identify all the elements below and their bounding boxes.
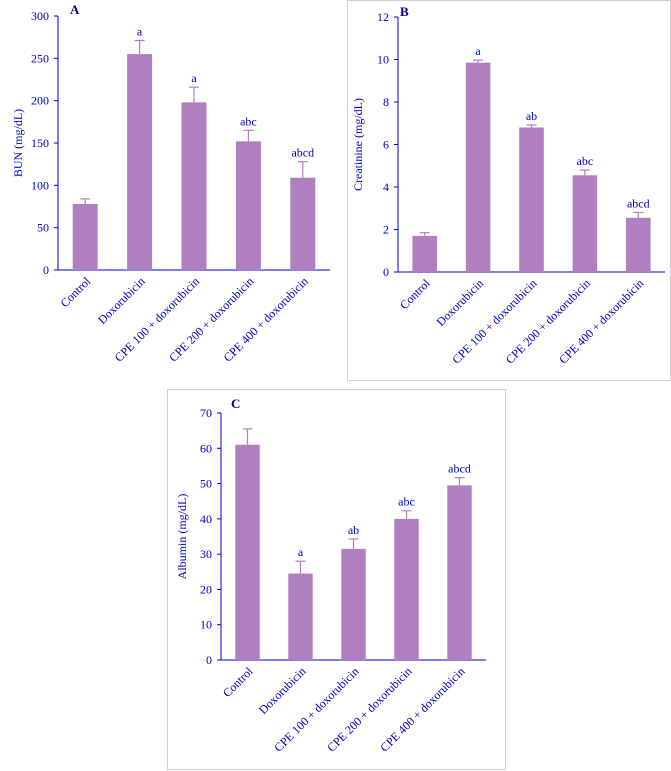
y-tick-label: 0 — [383, 265, 389, 279]
bar — [394, 518, 419, 660]
y-tick-label: 150 — [31, 136, 49, 150]
panel-label: A — [70, 2, 80, 17]
bun-chart: A 0 50 100 150 200 250 300 BUN (mg/dL) Control a Do… — [11, 2, 330, 365]
bar — [235, 141, 261, 270]
y-axis-label: Albumin (mg/dL) — [175, 494, 189, 580]
y-tick-label: 12 — [377, 10, 389, 24]
significance-label: abcd — [291, 146, 314, 160]
y-tick-label: 60 — [200, 441, 212, 455]
category-label: Doxorubicin — [95, 274, 148, 327]
category-label: Doxorubicin — [256, 664, 309, 717]
category-label: Doxorubicin — [433, 276, 486, 329]
significance-label: ab — [348, 523, 359, 537]
significance-label: a — [475, 44, 481, 58]
significance-label: ab — [526, 109, 537, 123]
y-tick-label: 8 — [383, 95, 389, 109]
bar — [72, 203, 98, 270]
bar — [290, 177, 316, 270]
y-tick-label: 6 — [383, 138, 389, 152]
albumin-chart: C 0 10 20 30 40 50 60 70 Albumin (mg/dL) Control a D… — [175, 396, 486, 755]
bar — [235, 444, 260, 660]
y-tick-label: 2 — [383, 223, 389, 237]
bar — [127, 54, 153, 270]
y-tick-label: 50 — [37, 221, 49, 235]
significance-label: abc — [577, 154, 594, 168]
y-axis-label: Creatinine (mg/dL) — [351, 98, 365, 191]
y-tick-label: 30 — [200, 547, 212, 561]
y-tick-label: 100 — [31, 178, 49, 192]
bar — [447, 485, 472, 660]
bar — [519, 127, 544, 272]
y-tick-label: 50 — [200, 477, 212, 491]
significance-label: a — [298, 545, 304, 559]
bar — [288, 573, 313, 660]
y-tick-label: 10 — [200, 618, 212, 632]
bar — [465, 62, 491, 272]
y-tick-label: 200 — [31, 94, 49, 108]
bar — [341, 548, 366, 660]
y-axis-label: BUN (mg/dL) — [11, 109, 25, 177]
significance-label: abc — [240, 114, 257, 128]
bar — [626, 217, 651, 272]
y-tick-label: 20 — [200, 582, 212, 596]
y-tick-label: 70 — [200, 406, 212, 420]
creatinine-chart: B 0 2 4 6 8 10 12 Creatinine (mg/dL) Control a Doxo… — [351, 4, 665, 367]
category-label: Control — [220, 664, 256, 700]
y-tick-label: 300 — [31, 9, 49, 23]
significance-label: abcd — [448, 462, 471, 476]
category-label: Control — [397, 276, 433, 312]
y-tick-label: 40 — [200, 512, 212, 526]
panel-label: C — [231, 396, 240, 411]
y-tick-label: 10 — [377, 53, 389, 67]
y-tick-label: 4 — [383, 180, 389, 194]
category-label: Control — [57, 274, 93, 310]
chart-panel-b: B 0 2 4 6 8 10 12 Creatinine (mg/dL) Control a Doxo… — [347, 0, 671, 381]
significance-label: a — [191, 71, 197, 85]
bar — [572, 175, 598, 272]
chart-panel-c: C 0 10 20 30 40 50 60 70 Albumin (mg/dL) Control a D… — [167, 389, 506, 770]
y-tick-label: 0 — [43, 263, 49, 277]
bar — [181, 102, 207, 270]
significance-label: a — [137, 25, 143, 39]
panel-label: B — [400, 4, 409, 19]
y-tick-label: 0 — [206, 653, 212, 667]
y-tick-label: 250 — [31, 51, 49, 65]
bar — [412, 235, 437, 272]
chart-panel-a: A 0 50 100 150 200 250 300 BUN (mg/dL) Control a Do… — [0, 0, 336, 378]
significance-label: abc — [398, 495, 415, 509]
significance-label: abcd — [627, 197, 650, 211]
